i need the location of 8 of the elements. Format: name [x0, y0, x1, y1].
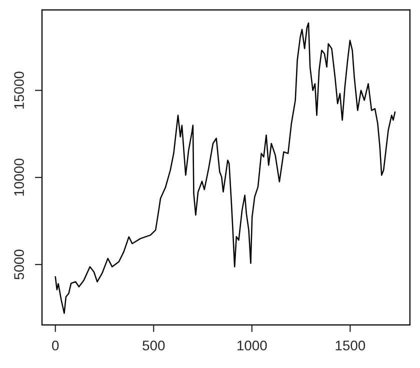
y-tick-label: 15000 — [14, 72, 24, 109]
y-tick-label: 10000 — [14, 158, 24, 196]
x-tick-label: 1500 — [336, 340, 366, 350]
x-tick-label: 500 — [142, 340, 165, 350]
line-series — [54, 22, 396, 314]
x-tick-label: 1000 — [238, 340, 267, 350]
y-tick-label: 5000 — [14, 250, 24, 280]
x-tick-label: 0 — [52, 340, 59, 350]
